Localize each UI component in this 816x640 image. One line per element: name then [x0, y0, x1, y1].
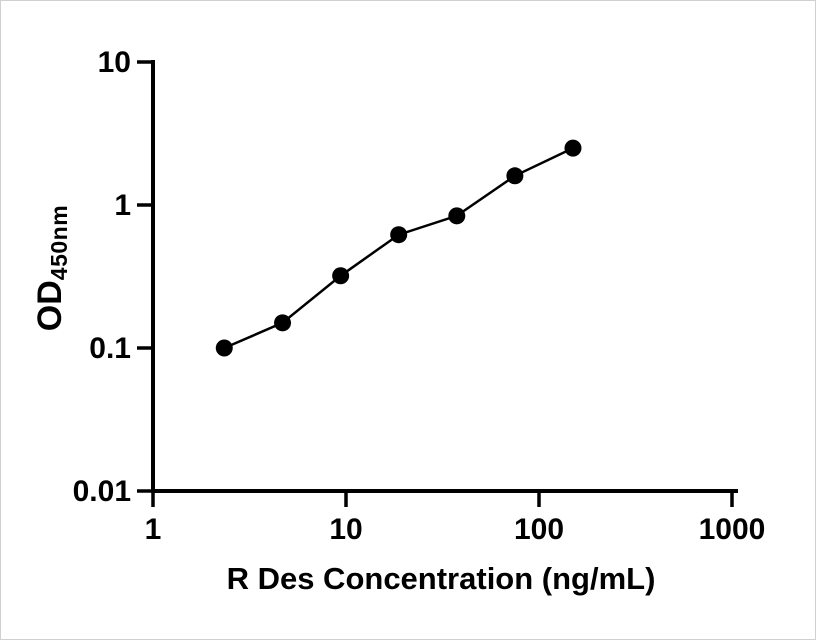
x-axis-title: R Des Concentration (ng/mL) — [226, 561, 656, 596]
y-tick-label: 0.01 — [73, 475, 131, 508]
y-tick-label: 10 — [98, 46, 131, 79]
y-tick-label: 1 — [114, 189, 131, 222]
x-tick-label: 1 — [145, 513, 162, 546]
data-point — [506, 167, 524, 185]
data-point — [332, 267, 350, 285]
data-point — [215, 339, 233, 357]
data-point — [274, 314, 292, 332]
data-point — [390, 226, 408, 244]
y-axis-title-main: OD — [31, 280, 69, 332]
y-tick-label: 0.1 — [89, 332, 131, 365]
y-axis-title: OD450nm — [29, 163, 72, 373]
data-point — [448, 207, 466, 225]
x-tick-label: 100 — [514, 513, 564, 546]
y-axis-title-subscript: 450nm — [46, 204, 72, 281]
data-point — [564, 139, 582, 157]
x-tick-label: 10 — [329, 513, 362, 546]
x-tick-label: 1000 — [699, 513, 766, 546]
